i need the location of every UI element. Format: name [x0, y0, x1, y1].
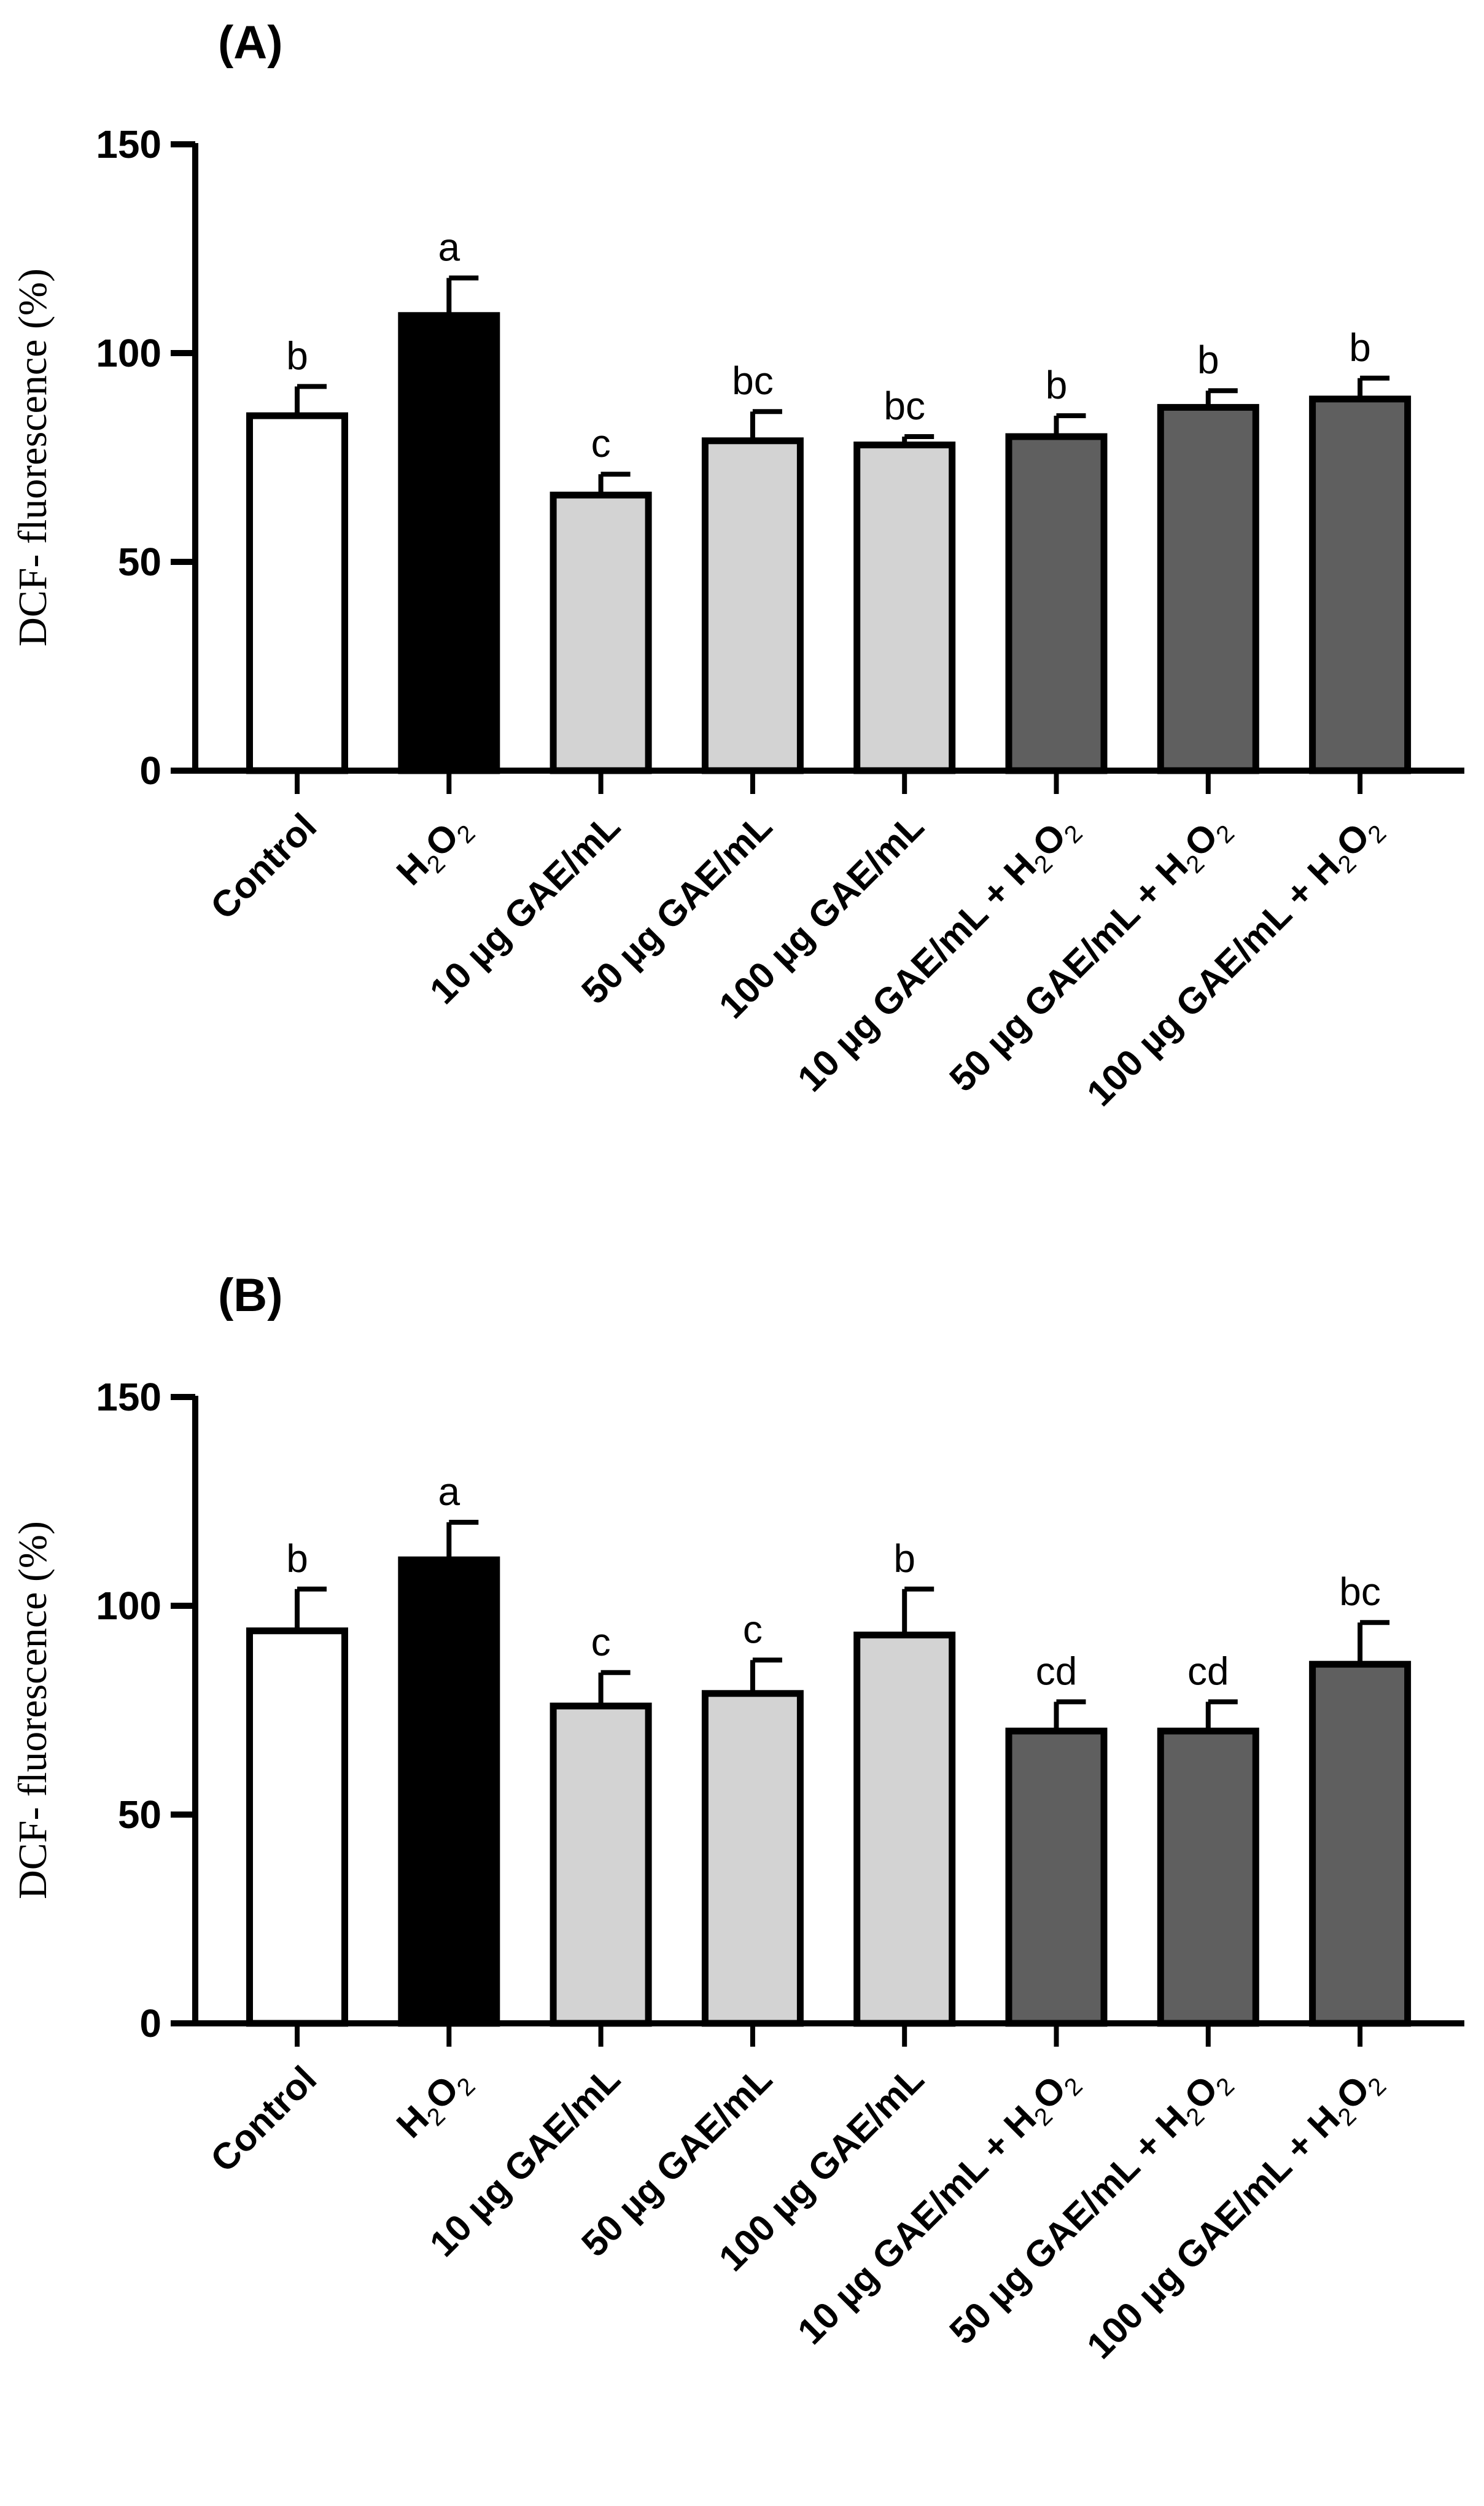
category-label: 50 µg GAE/mL + H2O2	[941, 2058, 1240, 2357]
significance-label: b	[1197, 338, 1219, 382]
y-tick-label: 150	[96, 1375, 161, 1419]
category-label: 100 µg GAE/mL + H2O2	[1079, 806, 1391, 1118]
chart-panel-a: (A) DCF- fluorescence (%) 0 50 100 150 b Contro…	[0, 0, 1484, 1253]
y-tick-label: 100	[96, 331, 161, 375]
significance-label: a	[438, 225, 460, 270]
significance-label: b	[286, 1536, 308, 1581]
bar	[250, 416, 345, 771]
category-label: 10 µg GAE/mL + H2O2	[790, 806, 1088, 1104]
bar	[402, 1560, 497, 2023]
category-label: Control	[203, 2058, 324, 2180]
significance-label: bc	[732, 359, 774, 403]
significance-label: b	[1349, 325, 1371, 370]
panel-label: (B)	[218, 1269, 283, 1321]
bar	[857, 1635, 952, 2023]
y-axis-label: DCF- fluorescence (%)	[10, 268, 55, 647]
significance-label: c	[591, 1620, 611, 1664]
y-tick-label: 50	[118, 1792, 161, 1837]
bar	[1313, 1664, 1408, 2023]
bar	[1009, 1731, 1104, 2023]
significance-label: b	[893, 1536, 915, 1581]
y-axis-label: DCF- fluorescence (%)	[10, 1521, 55, 1899]
bar	[1313, 399, 1408, 771]
y-tick-label: 0	[139, 2001, 161, 2045]
category-label: Control	[203, 806, 324, 927]
bar-chart-b: (B) DCF- fluorescence (%) 0 50 100 150 b Contro…	[0, 1253, 1484, 2506]
bar	[553, 1706, 648, 2023]
category-label: H2O2	[389, 806, 481, 898]
bar	[1160, 407, 1256, 771]
significance-label: cd	[1036, 1649, 1078, 1693]
significance-label: c	[591, 421, 611, 465]
category-label: H2O2	[389, 2058, 481, 2150]
y-tick-label: 100	[96, 1584, 161, 1628]
significance-label: cd	[1187, 1649, 1229, 1693]
bar	[857, 445, 952, 771]
significance-label: b	[286, 333, 308, 378]
y-tick-label: 50	[118, 540, 161, 584]
bar-chart-a: (A) DCF- fluorescence (%) 0 50 100 150 b Contro…	[0, 0, 1484, 1253]
category-label: 10 µg GAE/mL + H2O2	[790, 2058, 1088, 2357]
significance-label: b	[1046, 363, 1068, 407]
bar	[1160, 1731, 1256, 2023]
bar	[250, 1631, 345, 2023]
significance-label: c	[743, 1607, 763, 1651]
bar	[705, 1694, 800, 2023]
panel-label: (A)	[218, 17, 283, 69]
category-label: 50 µg GAE/mL + H2O2	[941, 806, 1240, 1104]
y-tick-label: 0	[139, 749, 161, 793]
bar	[705, 441, 800, 771]
significance-label: bc	[884, 384, 925, 428]
chart-panel-b: (B) DCF- fluorescence (%) 0 50 100 150 b Contro…	[0, 1253, 1484, 2506]
bar	[1009, 437, 1104, 771]
bar	[402, 316, 497, 771]
bar	[553, 495, 648, 771]
category-label: 100 µg GAE/mL + H2O2	[1079, 2058, 1391, 2371]
significance-label: bc	[1339, 1570, 1381, 1614]
significance-label: a	[438, 1469, 460, 1514]
y-tick-label: 150	[96, 122, 161, 166]
